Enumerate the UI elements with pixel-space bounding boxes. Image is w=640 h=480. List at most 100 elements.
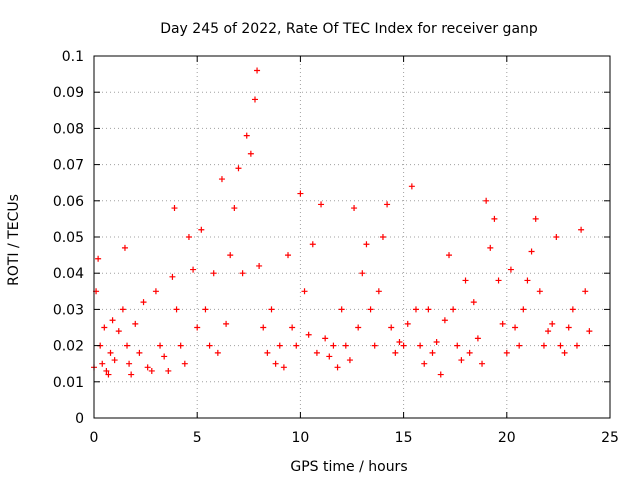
data-point [171, 205, 178, 212]
data-point [545, 328, 552, 335]
data-point [218, 176, 225, 183]
data-point [231, 205, 238, 212]
data-point [516, 342, 523, 349]
data-point [109, 317, 116, 324]
data-point [105, 371, 112, 378]
x-tick-label: 0 [90, 430, 99, 446]
data-point [528, 248, 535, 255]
data-point [181, 360, 188, 367]
y-tick-label: 0.01 [53, 375, 84, 391]
data-point [185, 234, 192, 240]
data-point [169, 273, 176, 280]
data-point [235, 165, 242, 172]
plot-frame [93, 55, 611, 419]
y-tick-label: 0.04 [53, 266, 84, 282]
data-point [223, 320, 230, 327]
data-point [503, 349, 510, 356]
data-point [553, 234, 560, 240]
data-point [351, 205, 358, 212]
data-point [254, 67, 261, 74]
data-point [210, 270, 217, 277]
data-point [293, 342, 300, 349]
data-point [433, 338, 440, 345]
y-tick-label: 0 [75, 411, 84, 427]
data-point [322, 335, 329, 342]
data-point [140, 299, 147, 306]
data-point [454, 342, 461, 349]
data-point [466, 349, 473, 356]
data-point [446, 252, 453, 259]
data-point [412, 306, 419, 313]
data-point [251, 96, 258, 103]
data-point [132, 320, 139, 327]
data-point [177, 342, 184, 349]
data-point [144, 364, 151, 371]
data-point [565, 324, 572, 331]
data-point [247, 150, 254, 157]
data-point [582, 288, 589, 295]
data-point [487, 244, 494, 251]
data-point [128, 371, 135, 378]
data-point [408, 183, 415, 190]
data-point [313, 349, 320, 356]
data-point [103, 367, 110, 374]
data-point [536, 288, 543, 295]
y-tick-label: 0.1 [62, 49, 84, 65]
data-point [524, 277, 531, 284]
data-point [359, 270, 366, 277]
data-point [95, 255, 102, 262]
data-points [91, 67, 593, 378]
x-tick-label: 20 [498, 430, 516, 446]
data-point [115, 328, 122, 335]
data-point [173, 306, 180, 313]
data-point [429, 349, 436, 356]
y-tick-label: 0.09 [53, 85, 84, 101]
x-tick-label: 5 [193, 430, 202, 446]
data-point [318, 201, 325, 208]
data-point [540, 342, 547, 349]
data-point [557, 342, 564, 349]
data-point [198, 226, 205, 233]
data-point [384, 201, 391, 208]
data-point [121, 244, 128, 251]
data-point [148, 367, 155, 374]
data-point [388, 324, 395, 331]
data-point [499, 320, 506, 327]
data-point [355, 324, 362, 331]
data-point [272, 360, 279, 367]
y-tick-label: 0.03 [53, 302, 84, 318]
data-point [512, 324, 519, 331]
data-point [256, 262, 263, 269]
data-point [346, 357, 353, 364]
data-point [309, 241, 316, 248]
data-point [495, 277, 502, 284]
data-point [165, 367, 172, 374]
x-tick-label: 15 [395, 430, 413, 446]
data-point [363, 241, 370, 248]
data-point [458, 357, 465, 364]
data-point [404, 320, 411, 327]
y-tick-label: 0.07 [53, 158, 84, 174]
data-point [161, 353, 168, 360]
data-point [561, 349, 568, 356]
data-point [479, 360, 486, 367]
chart-title: Day 245 of 2022, Rate Of TEC Index for r… [160, 21, 538, 37]
data-point [441, 317, 448, 324]
data-point [157, 342, 164, 349]
data-point [136, 349, 143, 356]
data-point [549, 320, 556, 327]
data-point [483, 197, 490, 204]
data-point [371, 342, 378, 349]
data-point [202, 306, 209, 313]
data-point [194, 324, 201, 331]
data-point [214, 349, 221, 356]
axis-ticks: 0 0.01 0.02 0.03 0.04 0.05 0.06 0.07 0.08 0.09 0.1… [53, 49, 619, 446]
data-point [124, 342, 131, 349]
data-point [107, 349, 114, 356]
data-point [334, 364, 341, 371]
data-point [474, 335, 481, 342]
data-point [367, 306, 374, 313]
data-point [190, 266, 197, 273]
data-point [396, 338, 403, 345]
